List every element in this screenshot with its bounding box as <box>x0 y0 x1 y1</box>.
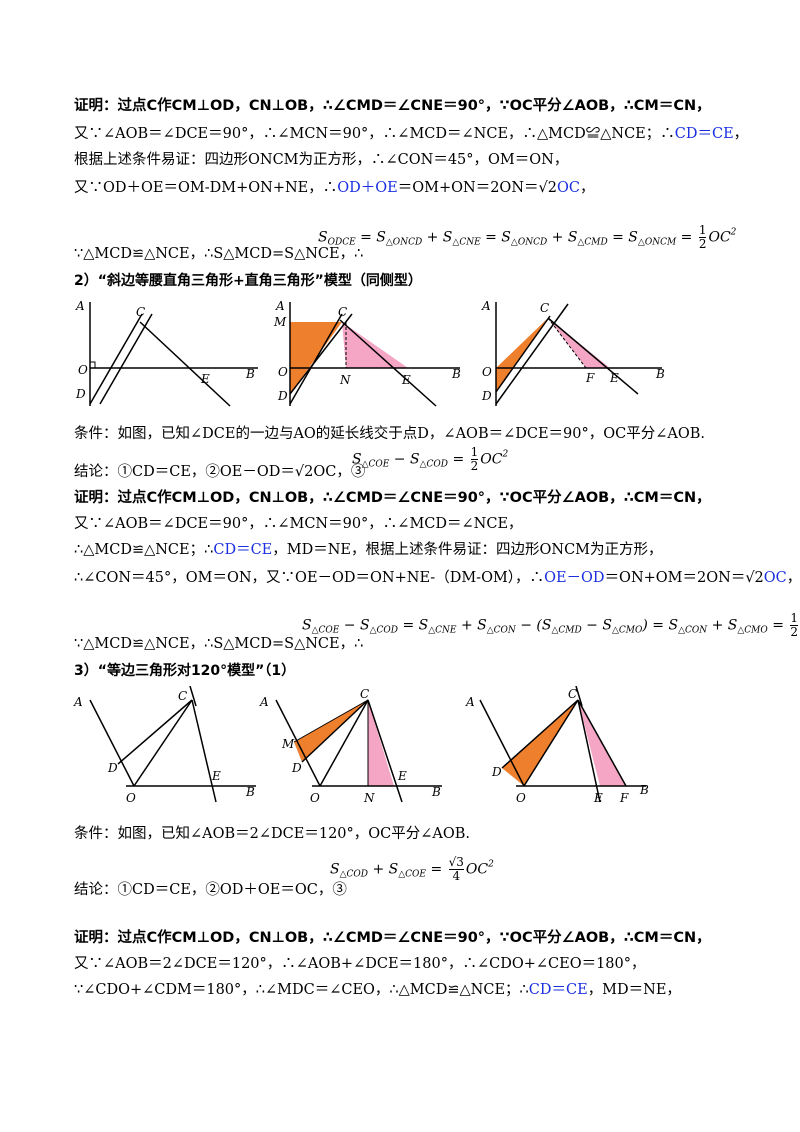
s2-proof-line5: ∵△MCD≌△NCE，∴S△MCD=S△NCE，∴ <box>74 636 364 652</box>
svg-text:C: C <box>178 689 187 703</box>
s2-conclusion-formula: S△COE − S△COD = 1 2 OC2 <box>352 445 509 473</box>
svg-text:O: O <box>278 365 288 379</box>
svg-text:B: B <box>655 367 665 381</box>
s2-proof-line1: 证明：过点C作CM⊥OD，CN⊥OB，∴∠CMD＝∠CNE＝90°，∵OC平分∠… <box>74 490 711 506</box>
svg-text:O: O <box>126 791 136 805</box>
svg-text:B: B <box>245 785 255 799</box>
svg-text:N: N <box>363 791 375 805</box>
svg-text:E: E <box>211 769 221 783</box>
s2-proof-line2: 又∵∠AOB＝∠DCE＝90°，∴∠MCN＝90°，∴∠MCD＝∠NCE， <box>74 516 523 532</box>
svg-text:B: B <box>245 367 255 381</box>
svg-text:M: M <box>281 737 295 751</box>
svg-text:D: D <box>75 387 86 401</box>
s3-header: 3）“等边三角形对120°模型”（1） <box>74 663 296 679</box>
svg-text:O: O <box>516 791 526 805</box>
s3-proof-line3: ∵∠CDO+∠CDM＝180°，∴∠MDC＝∠CEO，∴△MCD≌△NCE；∴C… <box>74 982 681 998</box>
svg-text:C: C <box>136 305 145 319</box>
svg-text:A: A <box>73 695 83 709</box>
svg-text:E: E <box>401 373 411 387</box>
s2-area-formula: S△COE − S△COD = S△CNE + S△CON − (S△CMD −… <box>302 611 799 639</box>
s1-area-formula: SODCE = S△ONCD + S△CNE = S△ONCD + S△CMD … <box>318 223 737 251</box>
svg-text:D: D <box>491 765 502 779</box>
svg-text:D: D <box>277 389 288 403</box>
svg-text:F: F <box>619 791 629 805</box>
svg-text:C: C <box>360 687 369 701</box>
s2-figure-1: A OD C E B <box>75 299 258 407</box>
s3-proof-line2: 又∵∠AOB＝2∠DCE＝120°，∴∠AOB+∠DCE＝180°，∴∠CDO+… <box>74 956 646 972</box>
svg-text:A: A <box>75 299 85 313</box>
s3-figure-1: A C D O E B <box>73 686 256 805</box>
s2-header: 2）“斜边等腰直角三角形+直角三角形”模型（同侧型） <box>74 273 422 289</box>
svg-text:D: D <box>107 761 118 775</box>
svg-text:D: D <box>291 761 302 775</box>
svg-text:C: C <box>338 305 347 319</box>
s2-proof-line4: ∴∠CON＝45°，OM＝ON，又∵OE－OD＝ON+NE-（DM-OM），∴O… <box>74 570 800 586</box>
svg-text:O: O <box>78 363 88 377</box>
svg-text:F: F <box>585 371 595 385</box>
svg-text:O: O <box>482 365 492 379</box>
svg-text:E: E <box>593 791 603 805</box>
svg-text:E: E <box>397 769 407 783</box>
svg-text:N: N <box>339 373 351 387</box>
svg-text:B: B <box>639 783 649 797</box>
s3-figure-3: A C D O E F B <box>465 686 649 805</box>
s2-figure-2: AM OD C N E B <box>273 299 461 407</box>
s2-figure-3: A OD C F E B <box>481 299 665 406</box>
s3-proof-line1: 证明：过点C作CM⊥OD，CN⊥OB，∴∠CMD＝∠CNE＝90°，∵OC平分∠… <box>74 930 711 946</box>
svg-text:B: B <box>431 785 441 799</box>
svg-text:A: A <box>259 695 269 709</box>
s2-proof-line3: ∴△MCD≌△NCE；∴CD＝CE，MD＝NE，根据上述条件易证：四边形ONCM… <box>74 542 663 558</box>
svg-text:M: M <box>273 315 287 329</box>
s3-figure-2: A C M D O N E B <box>259 687 442 805</box>
svg-text:E: E <box>200 372 210 386</box>
svg-text:E: E <box>609 371 619 385</box>
s1-proof-line5: ∵△MCD≌△NCE，∴S△MCD=S△NCE，∴ <box>74 246 364 262</box>
svg-text:C: C <box>540 301 549 315</box>
s2-conclusion: 结论：①CD＝CE，②OE－OD＝√2OC，③ <box>74 464 366 480</box>
s1-proof-line2: 又∵∠AOB＝∠DCE＝90°，∴∠MCN＝90°，∴∠MCD＝∠NCE，∴△M… <box>74 126 749 142</box>
s3-condition: 条件：如图，已知∠AOB＝2∠DCE＝120°，OC平分∠AOB. <box>74 826 471 842</box>
svg-text:D: D <box>481 389 492 403</box>
svg-text:A: A <box>481 299 491 313</box>
s1-proof-line1: 证明：过点C作CM⊥OD，CN⊥OB，∴∠CMD＝∠CNE＝90°，∵OC平分∠… <box>74 98 711 114</box>
s2-condition: 条件：如图，已知∠DCE的一边与AO的延长线交于点D，∠AOB＝∠DCE＝90°… <box>74 426 706 442</box>
svg-text:C: C <box>568 687 577 701</box>
s1-proof-line4: 又∵OD＋OE＝OM-DM+ON+NE，∴OD＋OE＝OM+ON＝2ON＝√2O… <box>74 180 595 196</box>
svg-text:O: O <box>310 791 320 805</box>
svg-text:A: A <box>275 299 285 313</box>
s3-conclusion-formula: S△COD + S△COE = √3 4 OC2 <box>330 855 494 883</box>
s3-conclusion: 结论：①CD＝CE，②OD＋OE＝OC，③ <box>74 882 347 898</box>
s1-proof-line3: 根据上述条件易证：四边形ONCM为正方形，∴∠CON＝45°，OM＝ON， <box>74 152 569 168</box>
svg-text:A: A <box>465 695 475 709</box>
svg-text:B: B <box>451 367 461 381</box>
